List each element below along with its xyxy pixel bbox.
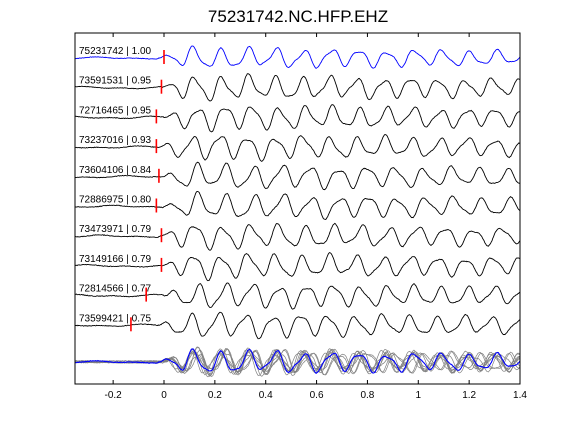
trace-73149166: 73149166 | 0.79	[74, 252, 521, 282]
x-tick-label: 0.2	[208, 390, 222, 401]
trace-label: 73149166 | 0.79	[79, 254, 152, 265]
x-axis: -0.2 0 0.2 0.4 0.6 0.8 1 1.2 1.4	[105, 33, 527, 401]
trace-label: 73604106 | 0.84	[79, 165, 152, 176]
trace-label: 75231742 | 1.00	[79, 46, 152, 57]
trace-label: 73473971 | 0.79	[79, 224, 152, 235]
trace-label: 72886975 | 0.80	[79, 195, 152, 206]
x-tick-label: 0.4	[259, 390, 273, 401]
stack-overlay	[74, 346, 521, 378]
trace-line	[74, 222, 521, 251]
trace-label: 72716465 | 0.95	[79, 105, 152, 116]
x-tick-label: 0.8	[360, 390, 374, 401]
trace-label: 73237016 | 0.93	[79, 135, 152, 146]
trace-line	[74, 134, 521, 162]
stack-trace	[74, 348, 521, 378]
trace-73591531: 73591531 | 0.95	[74, 73, 521, 102]
trace-73599421: 73599421 | 0.75	[74, 311, 521, 340]
trace-72716465: 72716465 | 0.95	[74, 104, 521, 133]
trace-72886975: 72886975 | 0.80	[74, 190, 521, 221]
trace-line	[74, 104, 521, 133]
x-tick-label: 1.4	[513, 390, 527, 401]
x-tick-label: 1.2	[462, 390, 476, 401]
trace-label: 72814566 | 0.77	[79, 284, 152, 295]
trace-75231742: 75231742 | 1.00	[74, 45, 521, 69]
trace-72814566: 72814566 | 0.77	[74, 282, 521, 310]
trace-73604106: 73604106 | 0.84	[74, 161, 521, 191]
trace-line	[74, 282, 521, 310]
x-tick-label: -0.2	[105, 390, 123, 401]
trace-label: 73599421 | 0.75	[79, 313, 152, 324]
trace-line	[74, 45, 521, 69]
trace-label: 73591531 | 0.95	[79, 76, 152, 87]
x-tick-label: 1	[416, 390, 422, 401]
stack-reference-trace	[74, 348, 521, 374]
trace-line	[74, 161, 521, 191]
chart-title: 75231742.NC.HFP.EHZ	[208, 7, 388, 26]
trace-73473971: 73473971 | 0.79	[74, 222, 521, 251]
trace-line	[74, 73, 521, 102]
trace-line	[74, 190, 521, 221]
trace-line	[74, 252, 521, 282]
plot-area: 75231742 | 1.00 73591531 | 0.95 72716465 |…	[74, 45, 521, 378]
trace-73237016: 73237016 | 0.93	[74, 134, 521, 162]
stack-trace	[74, 348, 521, 376]
trace-line	[74, 311, 521, 340]
axes-box	[74, 32, 521, 385]
x-tick-label: 0.6	[310, 390, 324, 401]
x-tick-label: 0	[161, 390, 167, 401]
